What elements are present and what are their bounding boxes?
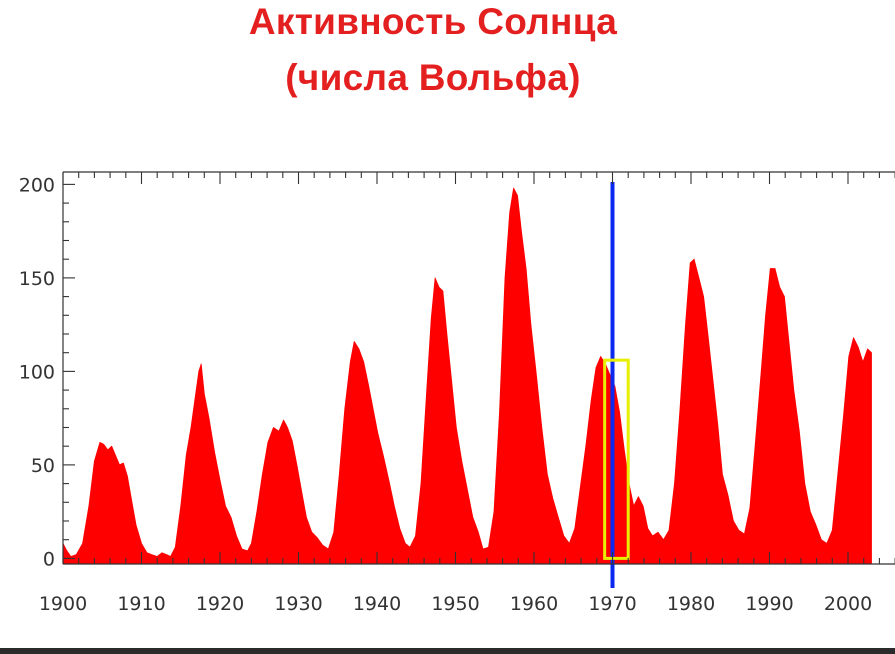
y-tick-label: 150: [19, 268, 55, 290]
x-tick-label: 1940: [353, 593, 401, 615]
chart-title-line-2: (числа Вольфа): [285, 57, 581, 98]
y-tick-label: 50: [31, 455, 55, 477]
x-tick-label: 1990: [745, 593, 793, 615]
series-area-0: [62, 187, 872, 565]
x-tick-label: 1920: [196, 593, 244, 615]
x-tick-label: 1950: [431, 593, 479, 615]
highlight-box: [603, 358, 630, 560]
y-tick-label: 100: [19, 361, 55, 383]
series-area-layer: [62, 187, 872, 565]
chart-title-line-1: Активность Солнца: [248, 1, 618, 42]
x-tick-label: 1900: [39, 593, 87, 615]
tick-labels: 1900 1910 1920 1930 1940 1950 1960 1970 1980 1990…: [19, 174, 872, 615]
bottom-bar: [0, 648, 895, 654]
x-tick-label: 1980: [667, 593, 715, 615]
x-tick-label: 1960: [510, 593, 558, 615]
y-tick-label: 0: [43, 548, 55, 570]
x-tick-label: 1930: [274, 593, 322, 615]
x-tick-label: 2000: [824, 593, 872, 615]
annotation-layer: [603, 182, 630, 588]
x-tick-label: 1970: [588, 593, 636, 615]
x-tick-label: 1910: [117, 593, 165, 615]
y-tick-label: 200: [19, 174, 55, 196]
axes: [62, 171, 895, 565]
